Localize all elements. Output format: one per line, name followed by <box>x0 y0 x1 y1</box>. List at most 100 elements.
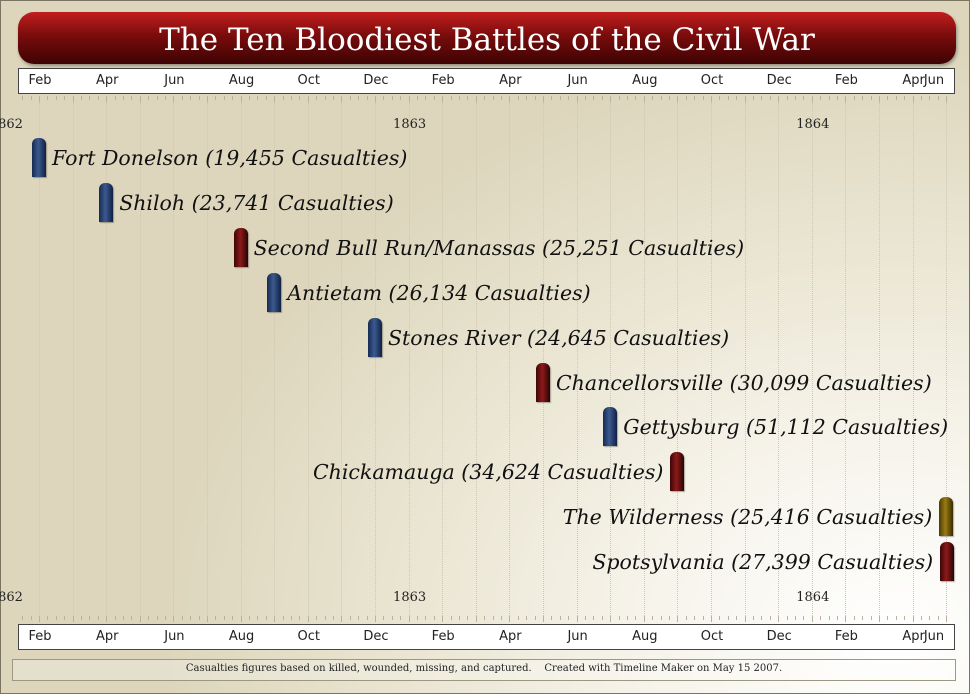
tick-mark <box>341 96 343 102</box>
tick-mark <box>72 616 74 622</box>
tick-mark <box>736 616 738 620</box>
tick-mark <box>366 96 368 100</box>
tick-mark <box>652 616 654 620</box>
battle-label: Second Bull Run/Manassas (25,251 Casualt… <box>253 235 745 260</box>
tick-mark <box>249 96 250 100</box>
tick-mark <box>652 96 654 100</box>
tick-mark <box>795 616 796 620</box>
tick-mark <box>601 96 603 100</box>
tick-mark <box>618 616 620 620</box>
tick-mark <box>198 616 200 620</box>
tick-mark <box>299 96 301 100</box>
tick-mark <box>543 616 544 622</box>
top-month-label: Feb <box>431 73 455 88</box>
tick-mark <box>669 96 670 100</box>
tick-mark <box>114 616 116 620</box>
tick-mark <box>299 616 301 620</box>
bottom-month-label: Oct <box>700 629 724 644</box>
tick-mark <box>912 96 914 102</box>
top-month-label: Jun <box>923 73 945 88</box>
tick-mark <box>744 96 746 102</box>
footer-box: Casualties figures based on killed, woun… <box>12 659 956 681</box>
tick-mark <box>215 96 217 100</box>
tick-mark <box>559 616 561 620</box>
bottom-month-label: Feb <box>834 629 858 644</box>
tick-mark <box>316 616 318 620</box>
tick-mark <box>559 96 561 100</box>
tick-mark <box>450 616 452 620</box>
tick-mark <box>828 616 830 620</box>
tick-mark <box>349 616 351 620</box>
year-label: 1864 <box>796 590 830 605</box>
grid-line <box>274 102 276 616</box>
bottom-month-label: Oct <box>297 629 321 644</box>
tick-mark <box>47 616 49 620</box>
tick-mark <box>719 96 721 100</box>
grid-line <box>610 102 612 616</box>
tick-mark <box>442 96 444 102</box>
tick-mark <box>459 616 460 620</box>
bottom-month-label: Apr <box>499 629 522 644</box>
tick-mark <box>165 616 166 620</box>
tick-mark <box>358 96 360 100</box>
bottom-month-label: Aug <box>228 629 255 644</box>
tick-mark <box>551 96 553 100</box>
grid-line <box>106 102 108 616</box>
tick-mark <box>97 616 99 620</box>
battle-label: The Wilderness (25,416 Casualties) <box>562 505 933 530</box>
tick-mark <box>946 96 948 102</box>
tick-mark <box>761 96 763 100</box>
tick-mark <box>459 96 460 100</box>
battle-label: Spotsylvania (27,399 Casualties) <box>592 550 934 575</box>
tick-mark <box>727 616 729 620</box>
tick-mark <box>803 616 805 620</box>
tick-mark <box>711 616 712 622</box>
top-month-label: Apr <box>95 73 119 88</box>
tick-mark <box>316 96 318 100</box>
tick-mark <box>64 96 66 100</box>
grid-line <box>39 102 40 616</box>
tick-mark <box>895 96 897 100</box>
grid-line <box>139 102 141 616</box>
year-label: 1862 <box>0 117 23 132</box>
tick-mark <box>22 616 24 620</box>
tick-mark <box>534 96 536 100</box>
tick-mark <box>173 96 175 102</box>
battle-marker <box>940 542 955 582</box>
tick-mark <box>156 96 158 100</box>
battle-label: Gettysburg (51,112 Casualties) <box>623 415 949 440</box>
tick-mark <box>81 96 82 100</box>
grid-line <box>173 102 175 616</box>
tick-mark <box>677 616 679 622</box>
battle-marker <box>536 362 550 402</box>
battle-label: Chickamauga (34,624 Casualties) <box>312 460 664 485</box>
tick-mark <box>870 96 872 100</box>
tick-mark <box>39 96 40 102</box>
top-month-label: Jun <box>567 73 588 88</box>
bottom-month-label: Dec <box>766 629 792 644</box>
tick-mark <box>55 96 57 100</box>
tick-mark <box>887 96 889 100</box>
tick-mark <box>190 96 192 100</box>
tick-mark <box>736 96 738 100</box>
bottom-month-label: Jun <box>164 629 185 644</box>
tick-mark <box>358 616 360 620</box>
top-month-label: Apr <box>499 73 522 88</box>
tick-mark <box>475 96 477 102</box>
tick-mark <box>375 616 376 622</box>
tick-mark <box>719 616 721 620</box>
tick-mark <box>232 616 234 620</box>
tick-mark <box>937 96 939 100</box>
tick-mark <box>677 96 679 102</box>
tick-mark <box>173 616 175 622</box>
tick-mark <box>400 96 402 100</box>
grid-line <box>475 102 477 616</box>
tick-mark <box>55 616 57 620</box>
tick-mark <box>442 616 444 622</box>
tick-mark <box>526 96 528 100</box>
tick-mark <box>845 96 847 102</box>
tick-mark <box>408 96 410 102</box>
tick-mark <box>593 96 595 100</box>
title-banner: The Ten Bloodiest Battles of the Civil W… <box>18 12 956 64</box>
tick-mark <box>467 96 469 100</box>
